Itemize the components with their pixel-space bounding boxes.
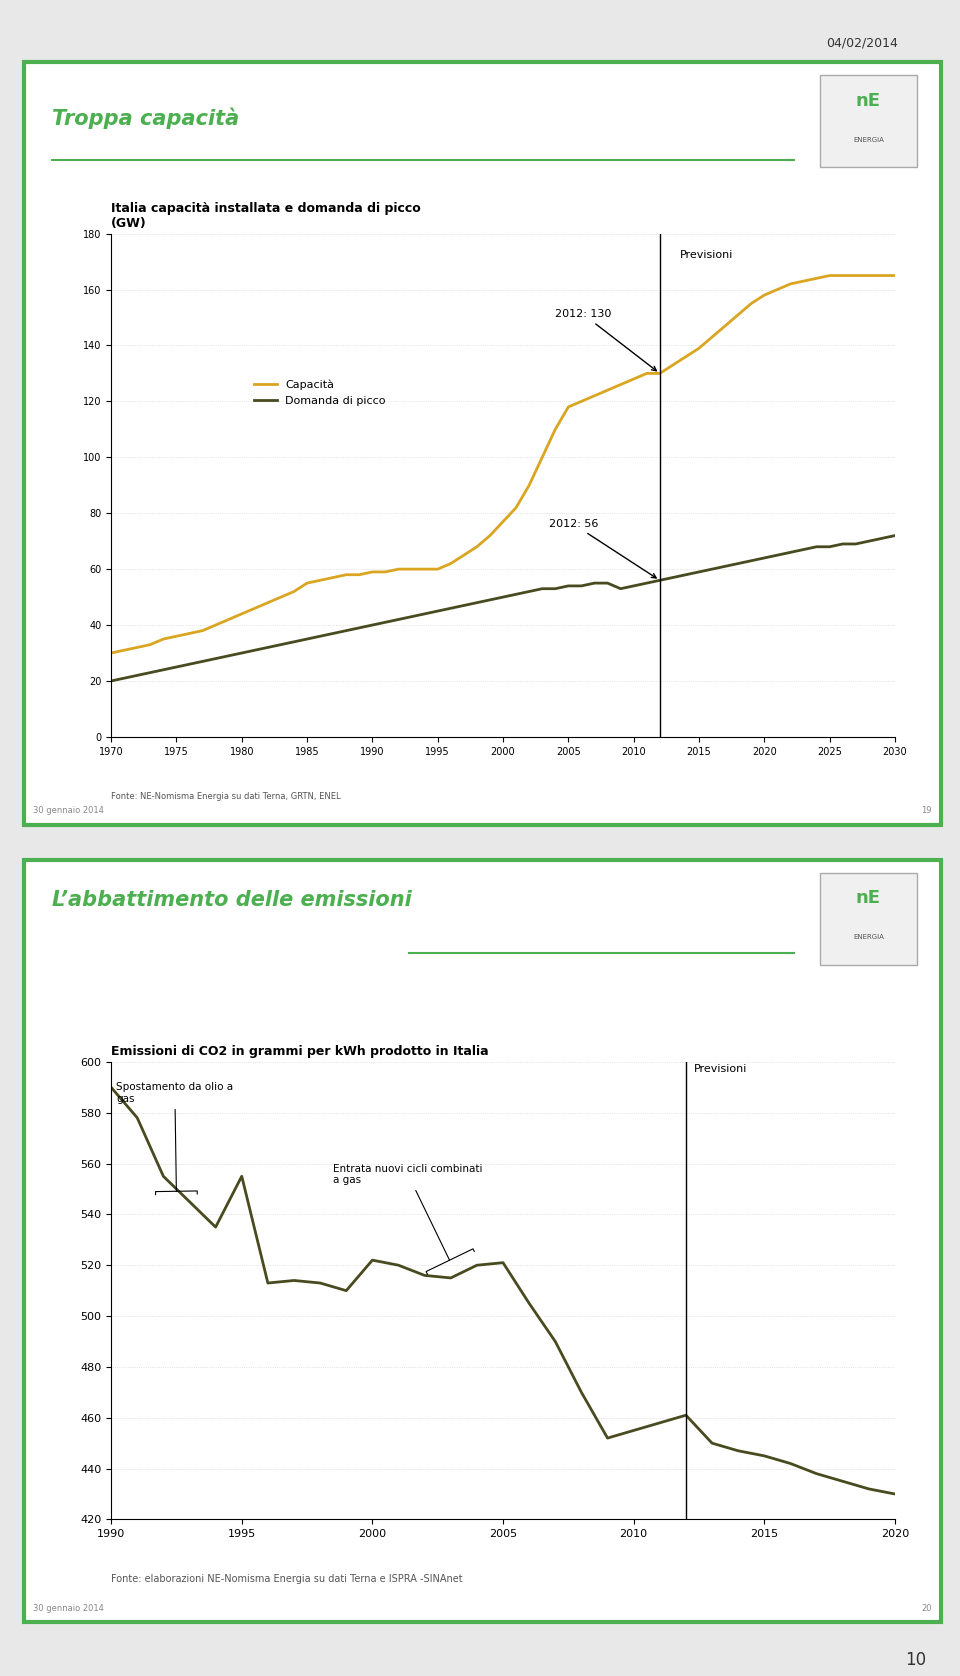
Text: Fonte: NE-Nomisma Energia su dati Terna, GRTN, ENEL: Fonte: NE-Nomisma Energia su dati Terna,… (111, 793, 341, 801)
Text: 2012: 56: 2012: 56 (549, 520, 657, 578)
Legend: Capacità, Domanda di picco: Capacità, Domanda di picco (250, 375, 391, 411)
Text: nE: nE (856, 92, 881, 109)
Text: Emissioni di CO2 in grammi per kWh prodotto in Italia: Emissioni di CO2 in grammi per kWh prodo… (111, 1044, 489, 1058)
Text: 19: 19 (922, 806, 931, 816)
Text: 2012: 130: 2012: 130 (555, 310, 657, 370)
Text: Italia capacità installata e domanda di picco
(GW): Italia capacità installata e domanda di … (111, 201, 420, 230)
Text: ENERGIA: ENERGIA (852, 137, 884, 142)
Text: Entrata nuovi cicli combinati
a gas: Entrata nuovi cicli combinati a gas (333, 1163, 483, 1274)
Text: Troppa capacità: Troppa capacità (52, 107, 239, 129)
Text: L’abbattimento delle emissioni: L’abbattimento delle emissioni (52, 890, 411, 910)
Text: 30 gennaio 2014: 30 gennaio 2014 (34, 806, 104, 816)
Text: 20: 20 (922, 1604, 931, 1614)
FancyBboxPatch shape (820, 75, 917, 168)
FancyBboxPatch shape (820, 873, 917, 965)
Text: 04/02/2014: 04/02/2014 (826, 37, 898, 50)
Text: Previsioni: Previsioni (680, 250, 732, 260)
Text: 10: 10 (905, 1651, 926, 1669)
Text: Fonte: elaborazioni NE-Nomisma Energia su dati Terna e ISPRA -SINAnet: Fonte: elaborazioni NE-Nomisma Energia s… (111, 1574, 463, 1584)
Text: nE: nE (856, 890, 881, 907)
Text: Previsioni: Previsioni (694, 1064, 747, 1074)
Text: ENERGIA: ENERGIA (852, 935, 884, 940)
Text: 30 gennaio 2014: 30 gennaio 2014 (34, 1604, 104, 1614)
Text: Spostamento da olio a
gas: Spostamento da olio a gas (116, 1083, 233, 1195)
